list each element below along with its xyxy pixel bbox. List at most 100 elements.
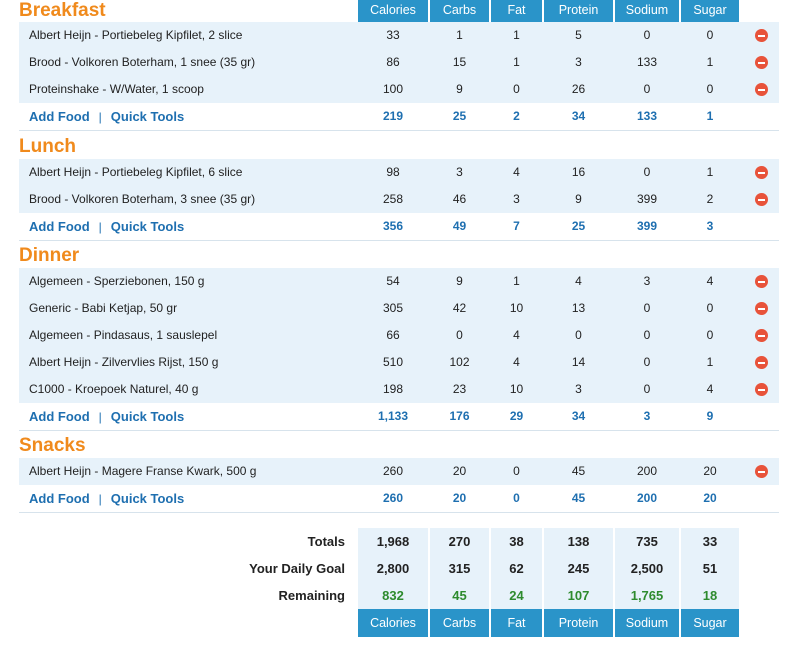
food-calories: 54 — [386, 274, 400, 288]
meal-total-carbs: 176 — [449, 409, 470, 423]
meal-total-sodium: 200 — [636, 491, 658, 505]
add-food-link[interactable]: Add Food — [29, 219, 90, 234]
delete-icon[interactable] — [755, 329, 768, 342]
food-row[interactable]: Algemeen - Sperziebonen, 150 g 54 9 1 4 3 4 — [19, 268, 779, 296]
food-name[interactable]: Algemeen - Sperziebonen, 150 g — [29, 274, 205, 288]
meal-totals-row: Add Food | Quick Tools 1,133 176 29 34 3 9 — [19, 403, 779, 431]
food-sugar: 4 — [706, 274, 714, 288]
delete-icon[interactable] — [755, 166, 768, 179]
meal-total-calories: 356 — [382, 219, 404, 233]
food-row[interactable]: Albert Heijn - Portiebeleg Kipfilet, 6 s… — [19, 159, 779, 187]
food-name[interactable]: Albert Heijn - Magere Franse Kwark, 500 … — [29, 464, 257, 478]
footer-sugar[interactable]: Sugar — [681, 609, 739, 637]
food-row[interactable]: Algemeen - Pindasaus, 1 sauslepel 66 0 4 0 0 0 — [19, 322, 779, 350]
meal-total-fat: 29 — [509, 409, 524, 423]
meal-title-snacks: Snacks — [19, 435, 86, 456]
food-sugar: 0 — [706, 28, 714, 42]
delete-icon[interactable] — [755, 29, 768, 42]
summary-fat: 38 — [509, 534, 524, 549]
add-food-link[interactable]: Add Food — [29, 109, 90, 124]
delete-icon[interactable] — [755, 275, 768, 288]
summary-sodium: 1,765 — [630, 588, 664, 603]
link-separator: | — [98, 110, 102, 124]
food-sodium: 200 — [636, 464, 658, 478]
food-carbs: 0 — [456, 328, 463, 342]
meal-total-protein: 25 — [571, 219, 586, 233]
meal-total-fat: 2 — [513, 109, 520, 123]
meal-total-carbs: 49 — [452, 219, 467, 233]
meal-title-breakfast: Breakfast — [19, 0, 106, 21]
quick-tools-link[interactable]: Quick Tools — [110, 109, 185, 124]
food-name[interactable]: Albert Heijn - Zilvervlies Rijst, 150 g — [29, 355, 219, 369]
food-sugar: 4 — [706, 382, 714, 396]
food-row[interactable]: Brood - Volkoren Boterham, 3 snee (35 gr… — [19, 186, 779, 214]
food-carbs: 46 — [452, 192, 467, 206]
food-row[interactable]: Albert Heijn - Portiebeleg Kipfilet, 2 s… — [19, 22, 779, 50]
delete-icon[interactable] — [755, 56, 768, 69]
food-sodium: 0 — [643, 355, 651, 369]
delete-icon[interactable] — [755, 302, 768, 315]
footer-protein[interactable]: Protein — [544, 609, 613, 637]
food-protein: 5 — [575, 28, 582, 42]
add-food-link[interactable]: Add Food — [29, 409, 90, 424]
summary-column-bg — [491, 528, 542, 609]
header-protein[interactable]: Protein — [544, 0, 613, 25]
food-name[interactable]: C1000 - Kroepoek Naturel, 40 g — [29, 382, 199, 396]
footer-sodium[interactable]: Sodium — [615, 609, 679, 637]
quick-tools-link[interactable]: Quick Tools — [110, 219, 185, 234]
delete-icon[interactable] — [755, 465, 768, 478]
food-sugar: 20 — [703, 464, 717, 478]
food-sodium: 0 — [643, 165, 651, 179]
food-carbs: 9 — [456, 82, 463, 96]
food-name[interactable]: Brood - Volkoren Boterham, 3 snee (35 gr… — [29, 192, 256, 206]
header-carbs[interactable]: Carbs — [430, 0, 489, 25]
summary-carbs: 315 — [448, 561, 471, 576]
food-name[interactable]: Proteinshake - W/Water, 1 scoop — [29, 82, 204, 96]
food-sodium: 399 — [636, 192, 658, 206]
footer-fat[interactable]: Fat — [491, 609, 542, 637]
food-protein: 13 — [571, 301, 586, 315]
food-name[interactable]: Algemeen - Pindasaus, 1 sauslepel — [29, 328, 218, 342]
meal-totals-row: Add Food | Quick Tools 219 25 2 34 133 1 — [19, 103, 779, 131]
food-name[interactable]: Generic - Babi Ketjap, 50 gr — [29, 301, 178, 315]
food-carbs: 1 — [456, 28, 463, 42]
food-name[interactable]: Brood - Volkoren Boterham, 1 snee (35 gr… — [29, 55, 256, 69]
food-fat: 4 — [513, 328, 520, 342]
header-fat[interactable]: Fat — [491, 0, 542, 25]
summary-calories: 832 — [382, 588, 404, 603]
food-row[interactable]: Generic - Babi Ketjap, 50 gr 305 42 10 13 0 0 — [19, 295, 779, 323]
food-sodium: 0 — [643, 328, 651, 342]
food-fat: 1 — [513, 55, 520, 69]
summary-protein: 107 — [567, 588, 590, 603]
delete-icon[interactable] — [755, 193, 768, 206]
delete-icon[interactable] — [755, 356, 768, 369]
food-calories: 86 — [386, 55, 400, 69]
quick-tools-link[interactable]: Quick Tools — [110, 491, 185, 506]
food-protein: 16 — [571, 165, 586, 179]
meal-total-sodium: 133 — [636, 109, 658, 123]
header-sugar[interactable]: Sugar — [681, 0, 739, 25]
food-row[interactable]: Albert Heijn - Magere Franse Kwark, 500 … — [19, 458, 779, 486]
delete-icon[interactable] — [755, 83, 768, 96]
summary-sodium: 2,500 — [630, 561, 664, 576]
header-calories[interactable]: Calories — [358, 0, 428, 25]
delete-icon[interactable] — [755, 383, 768, 396]
food-protein: 3 — [575, 55, 582, 69]
summary-carbs: 45 — [452, 588, 467, 603]
add-food-link[interactable]: Add Food — [29, 491, 90, 506]
food-row[interactable]: Proteinshake - W/Water, 1 scoop 100 9 0 26 0 0 — [19, 76, 779, 104]
food-row[interactable]: C1000 - Kroepoek Naturel, 40 g 198 23 10 3 0 4 — [19, 376, 779, 404]
footer-carbs[interactable]: Carbs — [430, 609, 489, 637]
food-fat: 0 — [513, 82, 520, 96]
food-name[interactable]: Albert Heijn - Portiebeleg Kipfilet, 2 s… — [29, 28, 243, 42]
food-row[interactable]: Albert Heijn - Zilvervlies Rijst, 150 g 5… — [19, 349, 779, 377]
food-row[interactable]: Brood - Volkoren Boterham, 1 snee (35 gr… — [19, 49, 779, 77]
summary-sugar: 18 — [702, 588, 718, 603]
header-sodium[interactable]: Sodium — [615, 0, 679, 25]
summary-label: Totals — [307, 534, 345, 549]
food-sugar: 0 — [706, 328, 714, 342]
quick-tools-link[interactable]: Quick Tools — [110, 409, 185, 424]
food-sodium: 3 — [643, 274, 651, 288]
food-name[interactable]: Albert Heijn - Portiebeleg Kipfilet, 6 s… — [29, 165, 243, 179]
footer-calories[interactable]: Calories — [358, 609, 428, 637]
